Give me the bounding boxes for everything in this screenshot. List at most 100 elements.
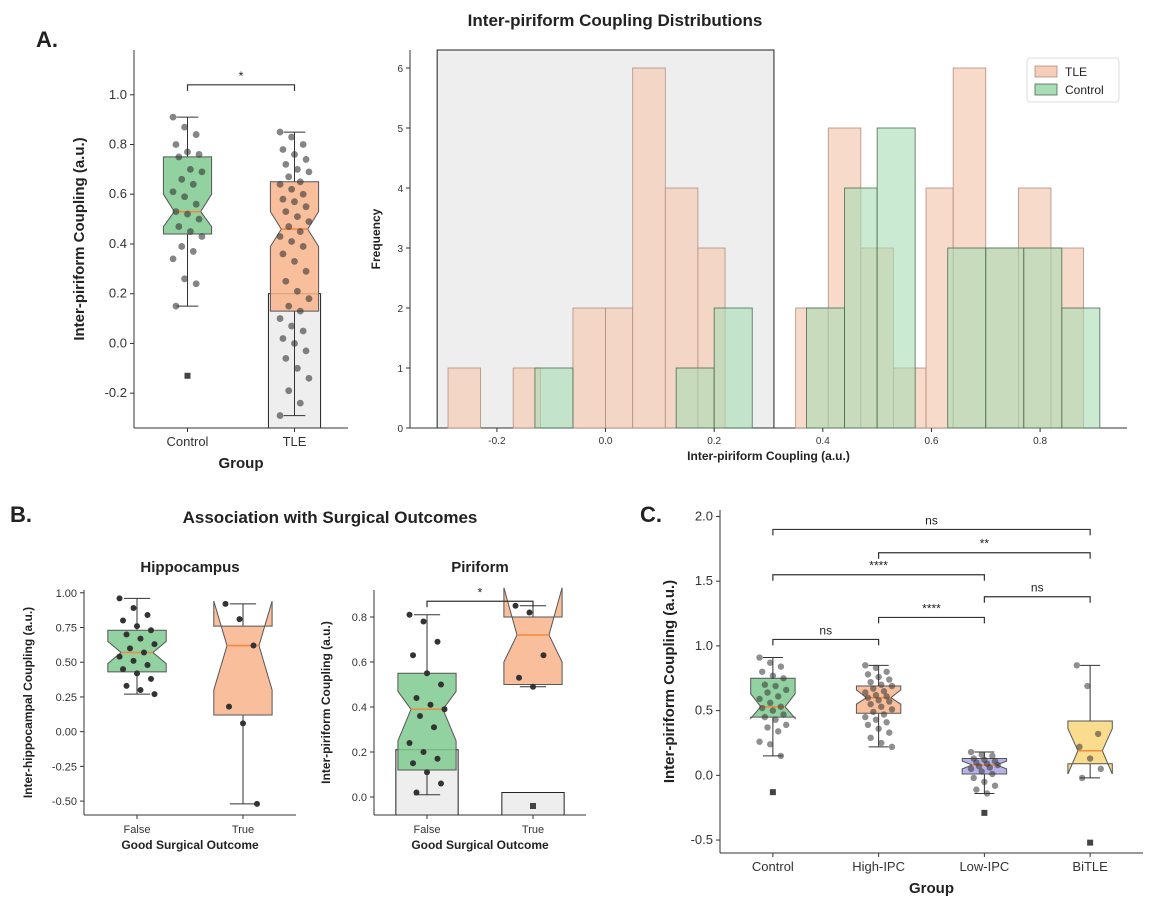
data-point-g1-13 [883,693,890,700]
significance-label-0: * [478,585,483,599]
data-point-g0-3 [759,668,766,675]
data-point-g0-3 [172,141,180,148]
data-point-g1-6 [282,160,290,168]
data-point-g0-8 [782,686,790,694]
data-point-g0-11 [756,695,763,703]
box-0 [107,629,167,673]
data-point-g0-18 [186,228,194,235]
data-point-g0-18 [137,687,144,693]
data-point-g0-10 [430,724,437,731]
data-point-g0-14 [172,208,180,216]
data-point-g1-30 [305,295,313,303]
legend-label-1: Control [1065,83,1104,97]
data-point-g0-1 [130,605,137,612]
data-point-g2-12 [978,768,985,775]
data-point-g1-4 [875,673,882,681]
data-point-g1-17 [867,700,874,708]
data-point-g0-21 [189,248,197,255]
hist-bar-0-4 [632,67,666,429]
data-point-g1-18 [293,213,301,221]
panel-letter-b: B. [10,502,32,527]
box-0 [397,672,457,771]
significance-label-2: **** [869,559,888,573]
y-tick-label-5: 2.0 [695,508,713,523]
data-point-g0-0 [116,595,123,602]
data-point-g1-37 [291,340,298,347]
data-point-g1-22 [862,713,869,721]
x-tick-label-0: False [124,824,151,836]
significance-bracket-4 [878,616,985,624]
data-point-g0-16 [437,780,444,787]
y-axis-label: Inter-piriform Coupling (a.u.) [661,580,678,783]
data-point-g1-4 [240,720,246,727]
significance-bracket-2 [772,574,985,581]
hist-bar-0-3 [605,307,634,429]
data-point-g0-4 [184,148,191,156]
box-1 [503,587,563,685]
outlier-0 [769,789,776,796]
data-point-g0-19 [198,233,206,240]
data-point-g2-11 [967,765,975,773]
significance-bracket-0 [772,528,1091,536]
y-tick-label-0: -0.50 [52,796,77,808]
x-tick-label-3: BiTLE [1072,859,1108,874]
data-point-g0-24 [192,280,200,288]
y-axis-label: Inter-piriform Coupling (a.u.) [71,137,88,340]
data-point-g1-28 [282,277,290,285]
data-point-g0-17 [123,682,130,689]
data-point-g0-7 [427,701,434,708]
data-point-g1-4 [530,683,536,690]
legend-swatch-0 [1034,65,1058,78]
data-point-g1-13 [299,190,307,198]
data-point-g1-12 [872,691,880,699]
hist-bar-1-9 [1061,307,1101,429]
hist-bar-1-5 [876,127,916,429]
data-point-g1-40 [293,364,301,372]
data-point-g1-25 [279,250,287,258]
y-tick-label-6: 1.0 [109,87,127,102]
chart-hippocampus-box: -0.50 -0.25 0.00 0.25 0.50 0.75 1.00 False True G… [21,559,296,852]
data-point-g0-7 [137,635,144,642]
data-point-g1-34 [288,322,296,330]
hist-bar-1-1 [675,367,715,429]
data-point-g0-2 [434,638,441,645]
x-tick-label-0: -0.2 [488,436,506,447]
data-point-g2-9 [975,763,983,770]
data-point-g3-2 [1094,730,1102,738]
data-point-g3-1 [1084,682,1091,690]
data-point-g3-6 [1078,774,1086,782]
data-point-g2-17 [973,786,980,793]
data-point-g0-2 [144,612,151,618]
data-point-g0-8 [198,168,206,176]
x-axis-label: Group [219,455,264,472]
data-point-g3-3 [1076,743,1083,751]
data-point-g0-10 [775,693,782,700]
x-tick-label-1: True [232,824,254,836]
data-point-g0-16 [780,711,787,718]
y-tick-label-3: 0.6 [352,657,367,669]
hist-bar-1-4 [844,187,878,429]
data-point-g1-2 [299,141,307,148]
y-tick-label-0: 0.0 [352,792,367,804]
panel-letter-a: A. [36,27,58,52]
data-point-g0-17 [761,713,769,721]
hist-bar-1-0 [534,367,574,429]
chart-subgroup-box: -0.5 0.0 0.5 1.0 1.5 2.0 Control High-IPC Low-IP… [661,508,1143,897]
data-point-g1-14 [279,195,287,203]
data-point-g0-5 [780,675,787,682]
data-point-g1-1 [236,616,243,623]
data-point-g1-11 [862,689,869,696]
data-point-g1-0 [222,600,229,607]
y-tick-label-3: 0.25 [56,692,77,704]
data-point-g1-18 [878,703,885,710]
data-point-g0-5 [147,627,154,634]
data-point-g1-24 [883,719,890,726]
data-point-g0-9 [127,645,134,652]
data-point-g1-43 [296,399,304,407]
data-point-g0-18 [772,716,779,723]
x-axis-label: Good Surgical Outcome [121,838,259,852]
data-point-g1-3 [226,703,233,710]
data-point-g1-41 [305,374,313,382]
data-point-g1-31 [285,302,293,310]
y-tick-label-3: 3 [397,244,403,255]
